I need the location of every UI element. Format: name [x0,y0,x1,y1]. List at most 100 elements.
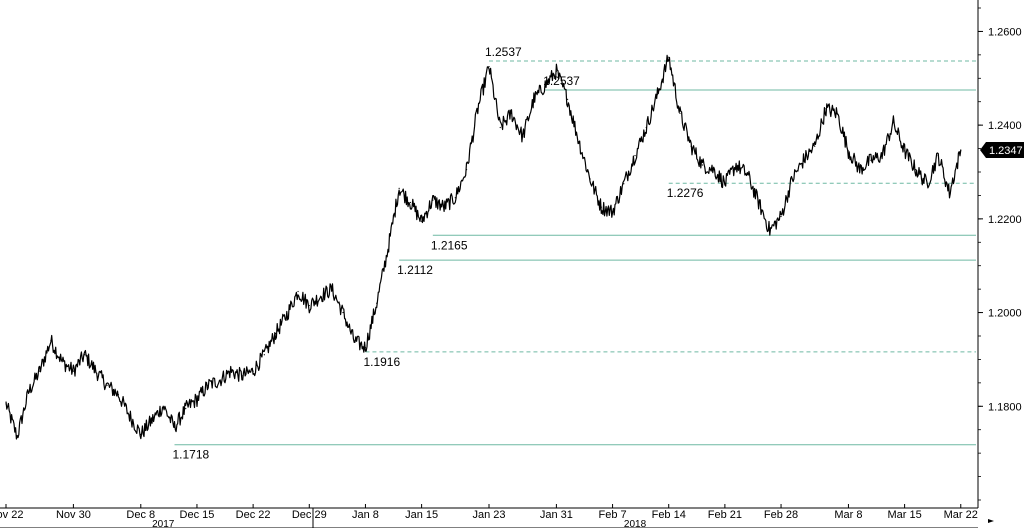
data-point [106,384,108,386]
reference-line-label: 1.2537 [485,45,522,59]
data-point [623,183,625,185]
data-point [746,173,748,175]
x-tick-label: Jan 8 [352,509,379,521]
data-point [297,290,299,293]
data-point [263,354,265,356]
data-point [960,149,962,151]
data-point [185,408,187,410]
x-year-label: 2017 [152,519,175,528]
x-tick-label: Dec 8 [126,509,155,521]
data-point [915,169,917,171]
data-point [668,56,670,58]
data-point [477,108,479,110]
x-tick-label: Feb 14 [652,509,686,521]
data-point [27,391,30,393]
data-point [567,98,569,100]
data-point [162,405,164,407]
data-point [555,70,557,72]
data-point [904,150,906,152]
x-tick-label: Feb 7 [598,509,626,521]
data-point [274,333,277,335]
data-point [825,108,827,110]
annotations: 1.2537 1.2537 1.2276 1.2165 1.2112 1.1916 1.17… [172,45,703,462]
data-point [510,112,513,115]
scroll-right-icon[interactable] [988,519,994,523]
data-point [95,370,97,372]
last-value-badge [980,141,1024,158]
data-point [724,183,726,185]
x-tick-label: Mar 15 [887,509,921,521]
data-point [836,112,838,115]
reference-line-label: 1.2537 [543,74,580,88]
data-point [690,145,692,147]
last-value-label: 1.2347 [989,145,1023,157]
data-point [713,169,715,171]
data-point [769,229,771,232]
x-tick-label: Jan 31 [540,509,573,521]
data-point [376,302,378,304]
x-tick-label: Dec 29 [292,509,327,521]
x-tick-label: Dec 15 [180,509,215,521]
reference-line-label: 1.1718 [172,448,209,462]
data-point [173,426,176,428]
data-point [84,354,86,356]
series-line [5,54,962,440]
data-point [802,159,805,161]
y-tick-label: 1.2200 [988,214,1022,226]
data-point [72,370,74,372]
data-point [948,192,951,194]
data-point [117,393,119,396]
data-point [656,94,659,96]
data-point [39,370,41,372]
data-point [600,206,602,208]
data-point [757,201,760,204]
data-point [926,183,928,185]
data-point [499,126,501,129]
y-tick-label: 1.1800 [988,401,1022,413]
data-point [151,419,153,421]
data-point [791,178,793,180]
data-point [589,178,591,180]
data-point [735,164,737,166]
data-point [218,379,221,382]
y-tick-label: 1.2400 [988,120,1022,132]
data-point [701,164,704,166]
data-point [61,361,63,363]
reference-line-label: 1.1916 [363,355,400,369]
x-tick-label: Jan 15 [405,509,438,521]
x-tick-label: Feb 28 [764,509,798,521]
data-point [196,398,198,400]
data-point [488,65,490,68]
data-point [522,136,524,138]
data-point [353,340,355,342]
reference-line-label: 1.2276 [667,186,704,200]
x-tick-label: Mar 8 [834,509,862,521]
data-point [364,347,367,349]
data-point [308,304,310,307]
data-point [319,295,322,297]
y-tick-label: 1.2000 [988,308,1022,320]
data-point [814,145,816,147]
data-point [387,248,389,250]
x-tick-label: Nov 30 [56,509,91,521]
data-point [937,155,939,157]
data-point [432,199,434,201]
x-year-label: 2018 [624,519,647,528]
data-point [611,211,614,213]
data-point [230,370,232,372]
data-point [578,140,580,143]
data-point [5,403,7,405]
reference-lines [174,60,976,446]
reference-line-label: 1.2112 [397,263,433,277]
reference-line-label: 1.2165 [431,238,468,252]
data-point [679,112,681,115]
data-point [16,436,18,438]
data-point [533,98,535,100]
data-point [331,288,333,290]
data-point [465,169,468,171]
y-axis: 1.1800 1.2000 1.2200 1.2400 1.2600 1.2347 [977,0,1024,508]
data-point [780,215,782,218]
data-point [645,126,647,129]
